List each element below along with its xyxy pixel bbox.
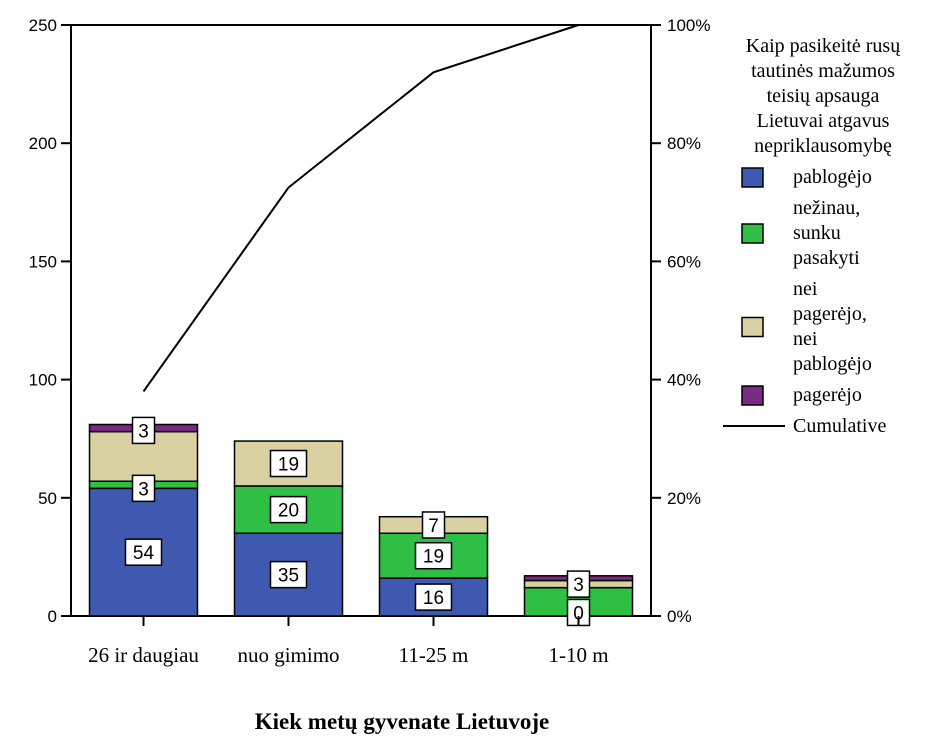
- y-tick-label: 150: [29, 252, 57, 271]
- legend-swatch: [741, 316, 764, 338]
- legend-label: nei: [793, 278, 818, 300]
- data-label-text: 16: [423, 588, 444, 609]
- data-label: 19: [414, 541, 453, 570]
- legend-label: pablogėjo: [793, 166, 872, 188]
- data-label-text: 20: [278, 501, 299, 522]
- data-label-box: [269, 560, 308, 589]
- legend-title-line: tautinės mažumos: [751, 60, 895, 82]
- legend-label: Cumulative: [793, 415, 886, 437]
- y-tick-label: 250: [29, 16, 57, 35]
- x-category-label: 1-10 m: [548, 643, 608, 667]
- cumulative-line: [142, 24, 579, 392]
- data-label: 3: [131, 474, 156, 503]
- data-label: 19: [269, 449, 308, 478]
- legend-label: nežinau,: [793, 197, 860, 219]
- legend-title-line: Lietuvai atgavus: [757, 110, 890, 132]
- legend-item: nežinau, sunku pasakyti: [741, 197, 860, 269]
- legend-title-line: Kaip pasikeitė rusų: [746, 35, 901, 57]
- data-label-box: [414, 583, 453, 611]
- legend-item: Cumulative: [723, 415, 886, 437]
- legend-label: sunku: [793, 222, 841, 244]
- legend-label: pablogėjo: [793, 353, 872, 375]
- y-tick-label: 200: [29, 134, 57, 153]
- legend-label: pasakyti: [793, 247, 860, 269]
- legend-swatch: [741, 223, 764, 244]
- data-label: 16: [414, 583, 453, 611]
- legend-label: nei: [793, 328, 818, 350]
- y2-tick-label: 60%: [667, 252, 701, 271]
- data-label-box: [131, 416, 156, 445]
- legend-item: nei pagerėjo, nei pablogėjo: [741, 278, 872, 375]
- data-label-box: [269, 449, 308, 478]
- data-label-text: 19: [423, 547, 444, 568]
- plot-frame: [70, 24, 652, 617]
- legend-item: pagerėjo: [741, 384, 862, 406]
- data-label: 20: [269, 495, 308, 524]
- data-label: 54: [124, 538, 163, 566]
- legend-title-line: teisių apsauga: [767, 85, 880, 107]
- y-tick-label: 0: [48, 607, 57, 626]
- data-label-box: [566, 570, 591, 598]
- data-label-box: [414, 541, 453, 570]
- y2-tick-label: 20%: [667, 489, 701, 508]
- data-label-text: 7: [428, 516, 439, 537]
- data-label-box: [131, 474, 156, 503]
- y2-tick-label: 0%: [667, 607, 692, 626]
- legend-title: Kaip pasikeitė rusų tautinės mažumos teisi…: [746, 35, 901, 157]
- legend-title-line: nepriklausomybę: [754, 135, 892, 157]
- data-label: 3: [566, 570, 591, 598]
- data-label-text: 0: [573, 603, 584, 624]
- x-category-label: 11-25 m: [399, 643, 469, 667]
- data-label-text: 3: [138, 479, 149, 500]
- legend-swatch: [741, 167, 764, 188]
- x-category-label: 26 ir daugiau: [88, 643, 199, 667]
- data-label-text: 19: [278, 455, 299, 476]
- data-label: 3: [131, 416, 156, 445]
- legend-item: pablogėjo: [741, 166, 872, 188]
- data-label: 35: [269, 560, 308, 589]
- y2-tick-label: 100%: [667, 16, 710, 35]
- data-label-box: [269, 495, 308, 524]
- legend-label: pagerėjo: [793, 384, 862, 406]
- y2-tick-label: 80%: [667, 134, 701, 153]
- data-label-text: 3: [573, 575, 584, 596]
- data-label-box: [124, 538, 163, 566]
- data-label: 7: [421, 511, 446, 539]
- x-category-label: nuo gimimo: [237, 643, 339, 667]
- data-label-box: [421, 511, 446, 539]
- legend-swatch: [741, 385, 764, 406]
- data-label-text: 54: [133, 543, 155, 564]
- legend-label: pagerėjo,: [793, 303, 867, 325]
- y-tick-label: 50: [38, 489, 57, 508]
- data-label-text: 3: [138, 421, 149, 442]
- x-axis-title: Kiek metų gyvenate Lietuvoje: [255, 709, 549, 734]
- y2-tick-label: 40%: [667, 371, 701, 390]
- y-tick-label: 100: [29, 371, 57, 390]
- data-label-text: 35: [278, 566, 299, 587]
